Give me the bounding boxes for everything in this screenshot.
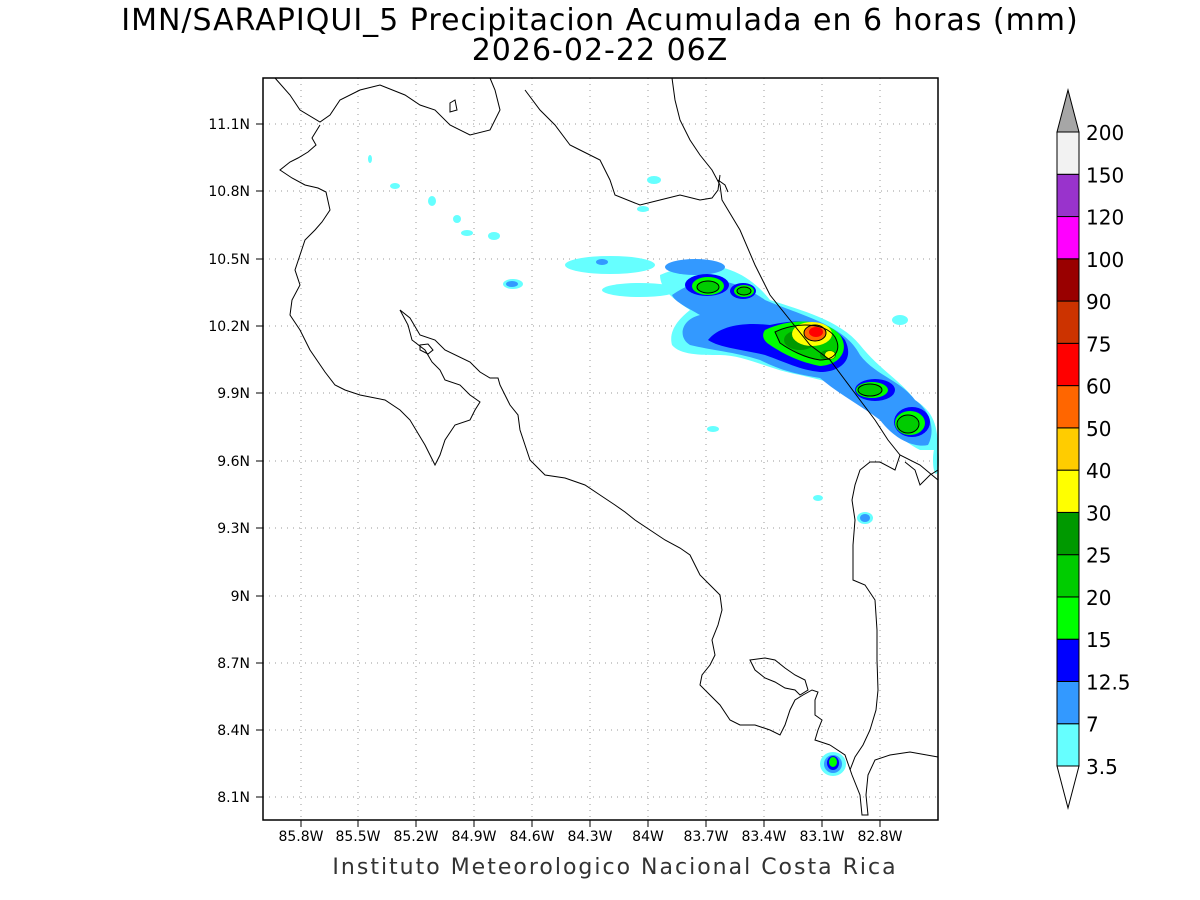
map-title: IMN/SARAPIQUI_5 Precipitacion Acumulada … xyxy=(121,3,1079,38)
lon-tick: 84W xyxy=(632,829,664,845)
colorbar-label: 7 xyxy=(1086,713,1099,737)
map-date: 2026-02-22 06Z xyxy=(471,33,729,68)
colorbar-label: 3.5 xyxy=(1086,755,1118,779)
map-grid xyxy=(263,78,938,820)
lat-tick: 8.4N xyxy=(217,723,250,739)
colorbar-label: 120 xyxy=(1086,206,1124,230)
colorbar-swatch xyxy=(1056,596,1080,640)
lat-tick: 10.2N xyxy=(208,319,250,335)
colorbar-low-triangle xyxy=(1056,765,1080,810)
colorbar-swatch xyxy=(1056,216,1080,260)
lat-tick: 9.3N xyxy=(217,521,250,537)
colorbar-high-triangle xyxy=(1056,88,1080,133)
lat-tick: 9.9N xyxy=(217,386,250,402)
colorbar-label: 90 xyxy=(1086,290,1111,314)
colorbar-swatch xyxy=(1056,258,1080,302)
colorbar-swatch xyxy=(1056,680,1080,725)
colorbar-label: 40 xyxy=(1086,459,1111,483)
precipitation-contours xyxy=(368,155,939,776)
colorbar-swatch xyxy=(1056,723,1080,767)
lat-tick: 9.6N xyxy=(217,454,250,470)
lat-tick: 9N xyxy=(231,589,250,605)
lon-tick: 82.8W xyxy=(857,829,902,845)
lon-tick: 83.7W xyxy=(683,829,728,845)
colorbar-labels: 3.5 7 12.5 15 20 25 30 40 50 60 75 90 100 120 150 200 xyxy=(1086,121,1131,779)
colorbar-label: 25 xyxy=(1086,544,1111,568)
colorbar-label: 15 xyxy=(1086,628,1111,652)
lon-tick: 85.2W xyxy=(393,829,438,845)
lat-tick: 8.1N xyxy=(217,790,250,806)
lon-tick: 85.8W xyxy=(278,829,323,845)
map-frame xyxy=(262,77,939,821)
lon-tick: 83.1W xyxy=(799,829,844,845)
lat-tick: 10.8N xyxy=(208,184,250,200)
colorbar-label: 100 xyxy=(1086,248,1124,272)
colorbar-label: 75 xyxy=(1086,332,1111,356)
colorbar-swatch xyxy=(1056,554,1080,598)
colorbar-swatch xyxy=(1056,638,1080,682)
colorbar-label: 200 xyxy=(1086,121,1124,145)
colorbar-swatch xyxy=(1056,173,1080,218)
coastline xyxy=(274,77,939,816)
lon-tick: 84.9W xyxy=(451,829,496,845)
colorbar-label: 50 xyxy=(1086,417,1111,441)
colorbar-swatch xyxy=(1056,300,1080,344)
colorbar-swatch xyxy=(1056,342,1080,387)
lon-tick: 85.5W xyxy=(335,829,380,845)
colorbar-swatch xyxy=(1056,385,1080,429)
colorbar-label: 30 xyxy=(1086,501,1111,525)
lon-tick: 84.3W xyxy=(567,829,612,845)
colorbar-label: 20 xyxy=(1086,586,1111,610)
colorbar-label: 60 xyxy=(1086,375,1111,399)
colorbar-label: 150 xyxy=(1086,163,1124,187)
colorbar-label: 12.5 xyxy=(1086,670,1131,694)
credit-text: Instituto Meteorologico Nacional Costa R… xyxy=(332,855,898,880)
colorbar-swatch xyxy=(1056,469,1080,513)
lon-axis: 85.8W 85.5W 85.2W 84.9W 84.6W 84.3W 84W … xyxy=(278,829,902,845)
colorbar xyxy=(1056,88,1080,810)
lon-tick: 83.4W xyxy=(741,829,786,845)
lat-tick: 10.5N xyxy=(208,252,250,268)
lon-tick: 84.6W xyxy=(509,829,554,845)
lat-axis: 11.1N 10.8N 10.5N 10.2N 9.9N 9.6N 9.3N 9… xyxy=(208,117,250,806)
colorbar-swatch xyxy=(1056,511,1080,556)
colorbar-swatch xyxy=(1056,131,1080,175)
colorbar-swatch xyxy=(1056,427,1080,471)
lat-tick: 11.1N xyxy=(208,117,250,133)
lat-tick: 8.7N xyxy=(217,656,250,672)
